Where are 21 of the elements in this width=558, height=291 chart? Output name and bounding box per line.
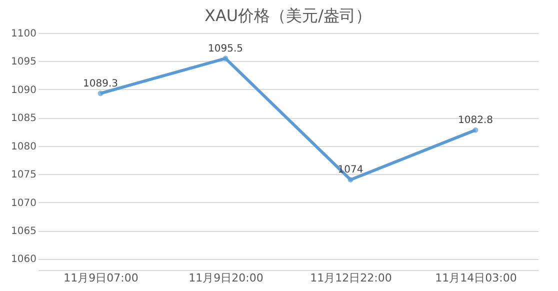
y-tick-label: 1100 (11, 28, 36, 40)
data-label: 1095.5 (208, 43, 243, 54)
point (98, 90, 104, 96)
y-tick-label: 1070 (11, 198, 36, 209)
y-tick-label: 1080 (11, 141, 36, 152)
data-label: 1082.8 (458, 115, 493, 126)
y-tick-label: 1075 (11, 170, 36, 181)
y-tick-label: 1065 (11, 226, 36, 237)
x-tick-label: 11月12日22:00 (310, 272, 392, 284)
y-tick-label: 1085 (11, 113, 36, 124)
data-label: 1089.3 (83, 78, 118, 90)
chart-title: XAU价格（美元/盎司） (204, 6, 372, 25)
x-tick-label: 11月14日03:00 (435, 272, 517, 284)
point (222, 56, 228, 62)
y-tick-label: 1090 (11, 84, 36, 96)
y-tick-label: 1095 (11, 56, 36, 68)
x-tick-label: 11月9日20:00 (188, 272, 264, 284)
point (348, 176, 354, 182)
y-tick-label: 1060 (11, 254, 36, 266)
x-tick-label: 11月9日07:00 (64, 272, 138, 284)
point (472, 127, 478, 133)
